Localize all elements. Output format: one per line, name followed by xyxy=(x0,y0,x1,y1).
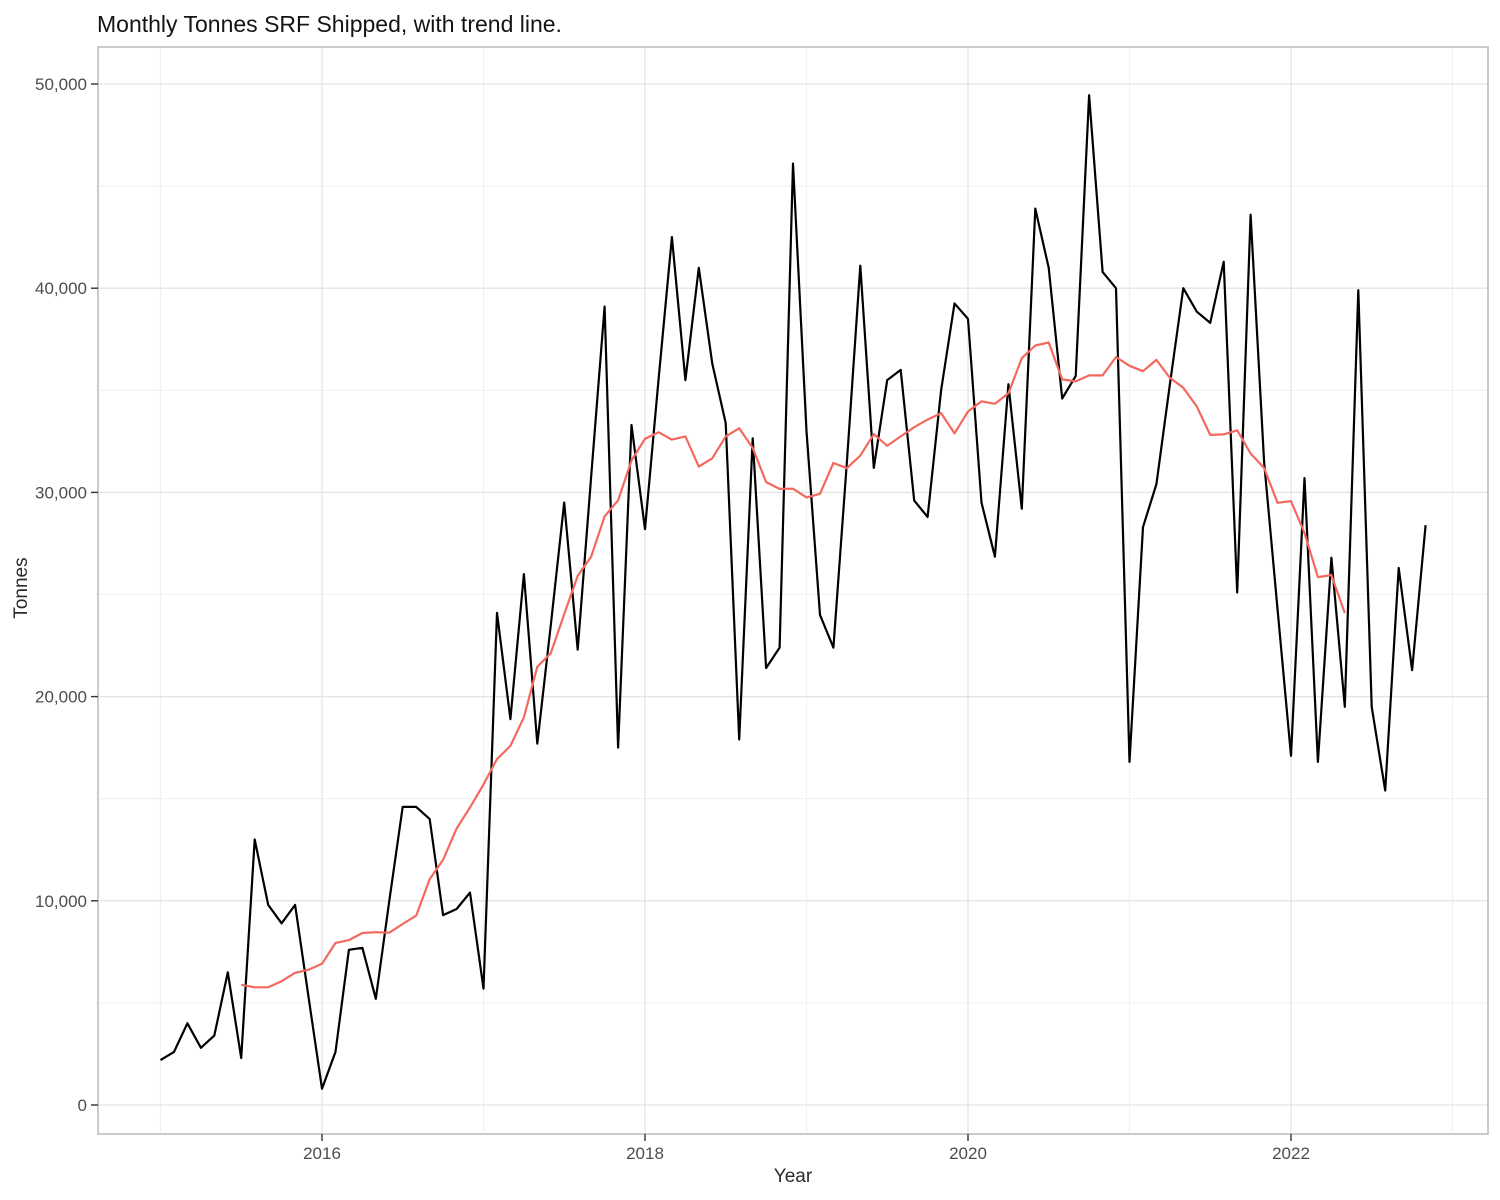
y-tick-label: 10,000 xyxy=(35,892,87,911)
x-tick-label: 2018 xyxy=(626,1144,664,1163)
y-tick-label: 50,000 xyxy=(35,75,87,94)
y-tick-label: 20,000 xyxy=(35,688,87,707)
series-trend-12-month-centered-moving-average-line xyxy=(240,341,1346,989)
y-axis-title: Tonnes xyxy=(11,557,32,619)
series-monthly-tonnes-line xyxy=(159,94,1427,1090)
y-tick-label: 30,000 xyxy=(35,483,87,502)
x-axis-title: Year xyxy=(773,1166,813,1187)
y-tick-label: 0 xyxy=(78,1096,87,1115)
x-tick-label: 2022 xyxy=(1272,1144,1310,1163)
chart-title: Monthly Tonnes SRF Shipped, with trend l… xyxy=(97,11,562,37)
x-tick-label: 2020 xyxy=(949,1144,987,1163)
panel-border xyxy=(97,46,1489,1135)
y-tick-label: 40,000 xyxy=(35,279,87,298)
x-tick-label: 2016 xyxy=(303,1144,341,1163)
